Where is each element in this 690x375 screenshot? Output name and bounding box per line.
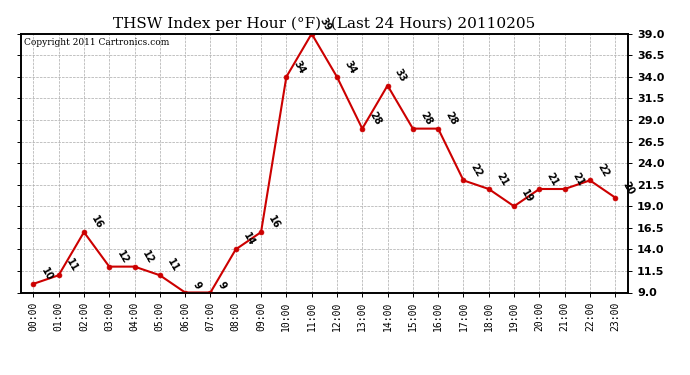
Text: 21: 21 [545,171,560,188]
Text: 39: 39 [317,16,333,32]
Text: 34: 34 [292,59,307,75]
Text: 20: 20 [621,180,636,196]
Text: 22: 22 [469,162,484,179]
Text: 10: 10 [39,266,55,282]
Text: 19: 19 [520,188,535,205]
Text: 11: 11 [166,257,181,274]
Text: 11: 11 [64,257,79,274]
Text: 9: 9 [190,280,203,291]
Text: 21: 21 [570,171,586,188]
Text: 21: 21 [494,171,510,188]
Text: 12: 12 [140,249,155,265]
Text: 28: 28 [444,110,459,127]
Text: 34: 34 [342,59,358,75]
Text: 12: 12 [115,249,130,265]
Title: THSW Index per Hour (°F)  (Last 24 Hours) 20110205: THSW Index per Hour (°F) (Last 24 Hours)… [113,17,535,31]
Text: 9: 9 [216,280,228,291]
Text: 28: 28 [418,110,434,127]
Text: Copyright 2011 Cartronics.com: Copyright 2011 Cartronics.com [23,38,169,46]
Text: 16: 16 [266,214,282,231]
Text: 22: 22 [595,162,611,179]
Text: 33: 33 [393,68,408,84]
Text: 16: 16 [90,214,105,231]
Text: 28: 28 [368,110,383,127]
Text: 14: 14 [241,231,257,248]
